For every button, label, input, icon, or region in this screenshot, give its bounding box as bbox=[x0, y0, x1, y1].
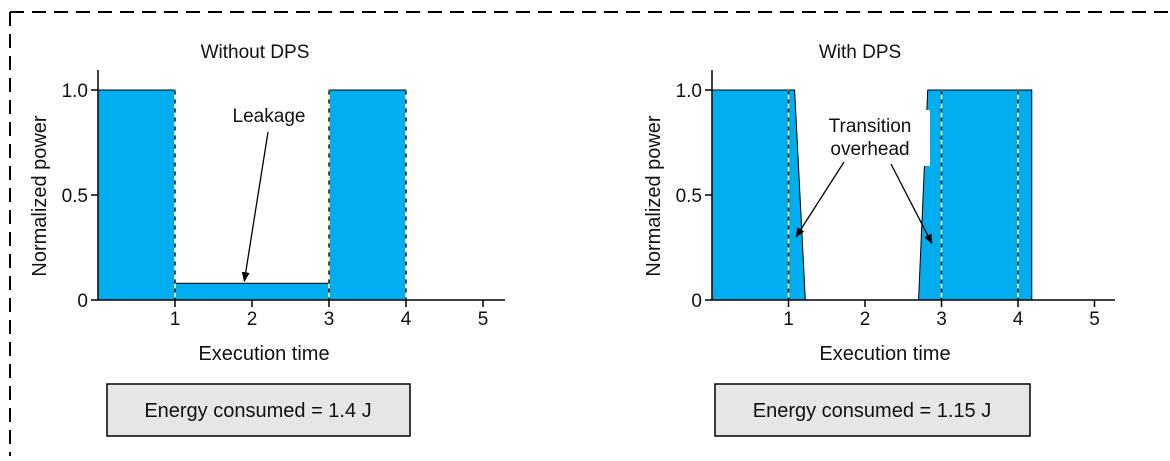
annotation-arrow bbox=[795, 161, 845, 238]
x-tick-label: 1 bbox=[170, 309, 181, 330]
annotation-arrow bbox=[890, 163, 933, 245]
energy-box bbox=[106, 383, 411, 437]
y-tick-label: 0 bbox=[77, 291, 88, 312]
x-tick-label: 4 bbox=[1013, 309, 1024, 330]
chart-without-dps: Without DPS Normalized power Execution t… bbox=[29, 42, 505, 437]
x-tick-label: 1 bbox=[783, 309, 794, 330]
x-tick-label: 2 bbox=[860, 309, 871, 330]
y-tick-label: 0 bbox=[691, 291, 702, 312]
x-axis-label: Execution time bbox=[198, 343, 329, 365]
chart-title: Without DPS bbox=[201, 42, 310, 63]
energy-label: Energy consumed = 1.4 J bbox=[144, 400, 371, 422]
annotation-label: Transition bbox=[829, 116, 912, 137]
annotation-label: Leakage bbox=[233, 106, 306, 127]
x-tick-label: 5 bbox=[1089, 309, 1100, 330]
energy-label: Energy consumed = 1.15 J bbox=[753, 400, 991, 422]
plot-area: 1 2 3 4 5 0 0.5 1.0 Leakage bbox=[62, 70, 505, 330]
y-tick-label: 0.5 bbox=[676, 186, 702, 207]
energy-box bbox=[714, 383, 1031, 437]
annotation-label: overhead bbox=[830, 139, 909, 160]
chart-with-dps: With DPS Normalized power Execution time… bbox=[643, 42, 1115, 437]
annotation-bg bbox=[812, 110, 930, 166]
y-axis-label: Normalized power bbox=[29, 115, 51, 277]
x-tick-label: 3 bbox=[936, 309, 947, 330]
x-tick-label: 4 bbox=[401, 309, 412, 330]
annotation-arrow bbox=[241, 131, 269, 283]
y-tick-label: 1.0 bbox=[676, 81, 702, 102]
x-tick-label: 3 bbox=[324, 309, 335, 330]
x-tick-label: 5 bbox=[478, 309, 489, 330]
x-tick-label: 2 bbox=[247, 309, 258, 330]
y-tick-label: 0.5 bbox=[62, 186, 88, 207]
x-axis-label: Execution time bbox=[819, 343, 950, 365]
chart-title: With DPS bbox=[819, 42, 901, 63]
y-tick-label: 1.0 bbox=[62, 81, 88, 102]
annotation-bg bbox=[220, 100, 318, 130]
y-axis-label: Normalized power bbox=[643, 115, 665, 277]
